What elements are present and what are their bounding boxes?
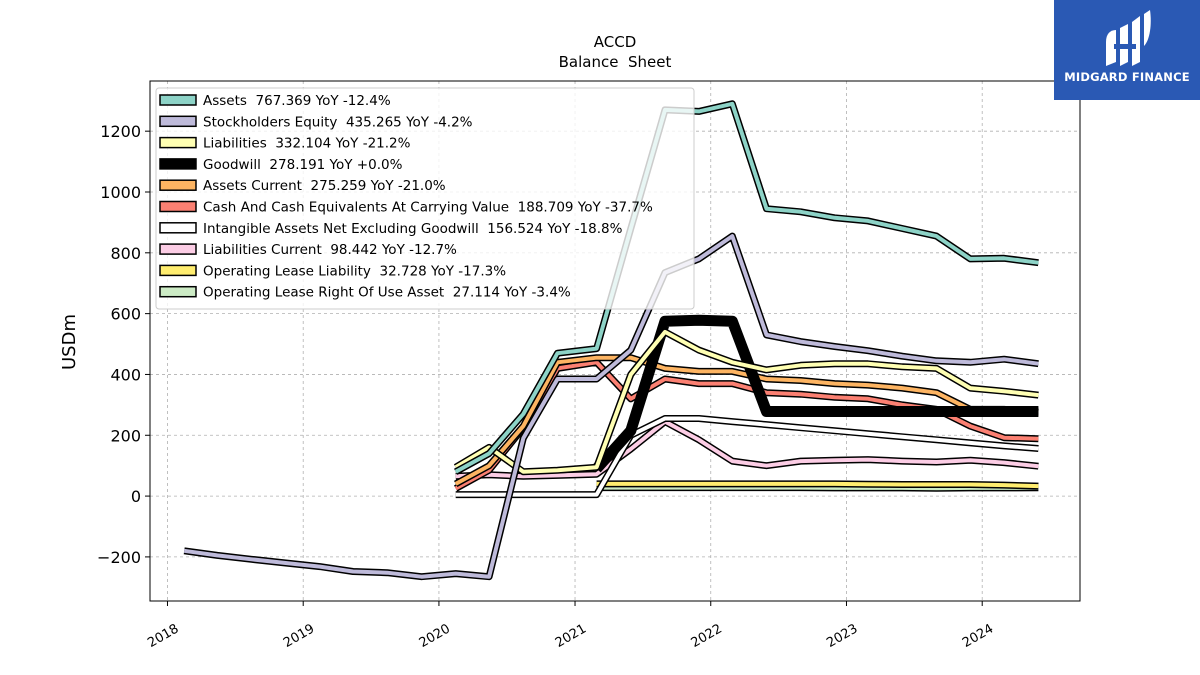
legend-label: Operating Lease Liability 32.728 YoY -17…: [203, 263, 506, 279]
series-lines: [183, 100, 1039, 581]
series-line: [455, 416, 1039, 497]
brand-name: MIDGARD FINANCE: [1064, 70, 1190, 84]
legend-swatch: [159, 179, 197, 191]
legend: Assets 767.369 YoY -12.4% Stockholders Eq…: [155, 87, 695, 310]
series-line: [454, 101, 1039, 474]
legend-swatch: [159, 136, 197, 149]
series-line: [183, 234, 1039, 579]
y-tick-label: −200: [97, 548, 141, 567]
legend-swatch: [159, 115, 197, 128]
legend-label: Stockholders Equity 435.265 YoY -4.2%: [203, 114, 473, 130]
y-tick-label: 1200: [100, 122, 141, 141]
legend-swatch: [159, 200, 197, 213]
y-tick-label: 400: [110, 365, 141, 384]
y-tick-label: 200: [110, 426, 141, 445]
legend-swatch: [159, 243, 197, 255]
plot-frame: [149, 80, 1081, 602]
legend-label: Assets 767.369 YoY -12.4%: [203, 93, 391, 109]
x-tick-label: 2020: [417, 621, 453, 651]
y-axis-label: USDm: [59, 314, 80, 370]
x-tick-label: 2019: [281, 621, 317, 651]
legend-label: Assets Current 275.259 YoY -21.0%: [203, 178, 446, 194]
legend-label: Liabilities Current 98.442 YoY -12.7%: [203, 242, 457, 258]
y-tick-label: 800: [110, 244, 141, 263]
y-tick-label: 1000: [100, 183, 141, 202]
legend-swatch: [159, 94, 197, 106]
legend-swatch: [159, 222, 197, 234]
series-line: [593, 316, 1039, 472]
legend-box: [155, 87, 695, 310]
legend-swatch: [159, 264, 197, 277]
series-line: [454, 329, 1039, 474]
x-tick-label: 2023: [824, 621, 860, 651]
legend-swatch: [159, 285, 197, 298]
legend-label: Liabilities 332.104 YoY -21.2%: [203, 136, 411, 152]
x-tick-label: 2022: [689, 621, 725, 651]
chart-title: ACCD: [594, 33, 637, 51]
x-tick-label: 2024: [960, 621, 996, 651]
legend-label: Intangible Assets Net Excluding Goodwill…: [203, 221, 623, 237]
x-tick-label: 2021: [553, 621, 589, 651]
x-tick-label: 2018: [145, 621, 181, 651]
brand-logo: MIDGARD FINANCE: [1054, 0, 1200, 100]
series-line: [596, 481, 1039, 489]
y-tick-label: 600: [110, 305, 141, 324]
legend-label: Cash And Cash Equivalents At Carrying Va…: [203, 200, 653, 216]
legend-label: Goodwill 278.191 YoY +0.0%: [203, 157, 403, 173]
y-tick-label: 0: [131, 487, 141, 506]
legend-label: Operating Lease Right Of Use Asset 27.11…: [203, 285, 571, 301]
series-line: [455, 419, 1039, 479]
brand-logo-icon: [1106, 10, 1151, 66]
legend-swatch: [159, 158, 197, 170]
chart-subtitle: Balance Sheet: [559, 53, 672, 71]
